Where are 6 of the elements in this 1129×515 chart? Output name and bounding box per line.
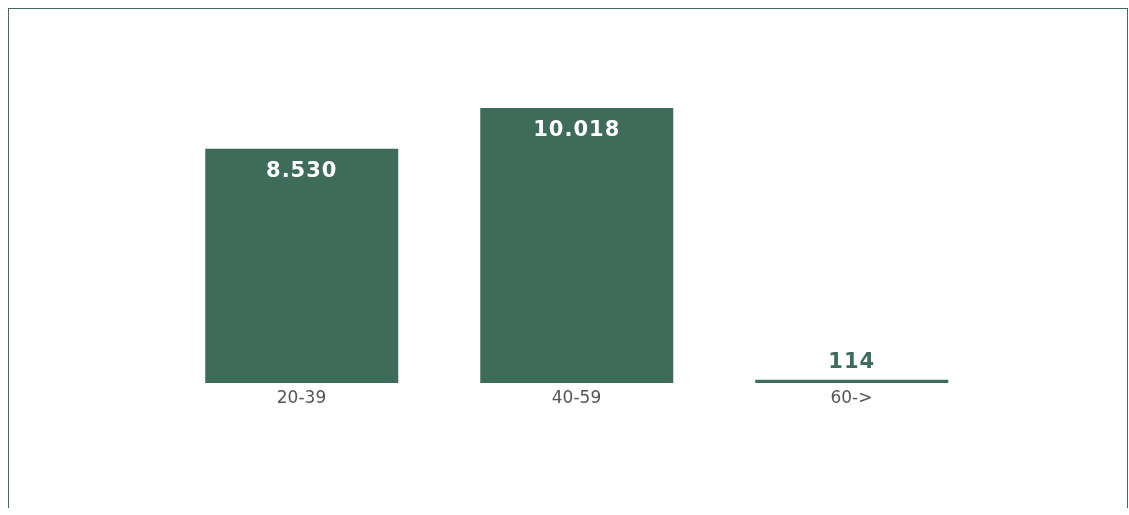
data-label: 8.530 (266, 157, 338, 182)
data-label: 114 (828, 348, 876, 373)
x-tick-label: 60-> (830, 387, 873, 408)
x-tick-label: 20-39 (276, 387, 327, 408)
data-label: 10.018 (533, 117, 621, 141)
x-tick-label: 40-59 (551, 387, 602, 408)
